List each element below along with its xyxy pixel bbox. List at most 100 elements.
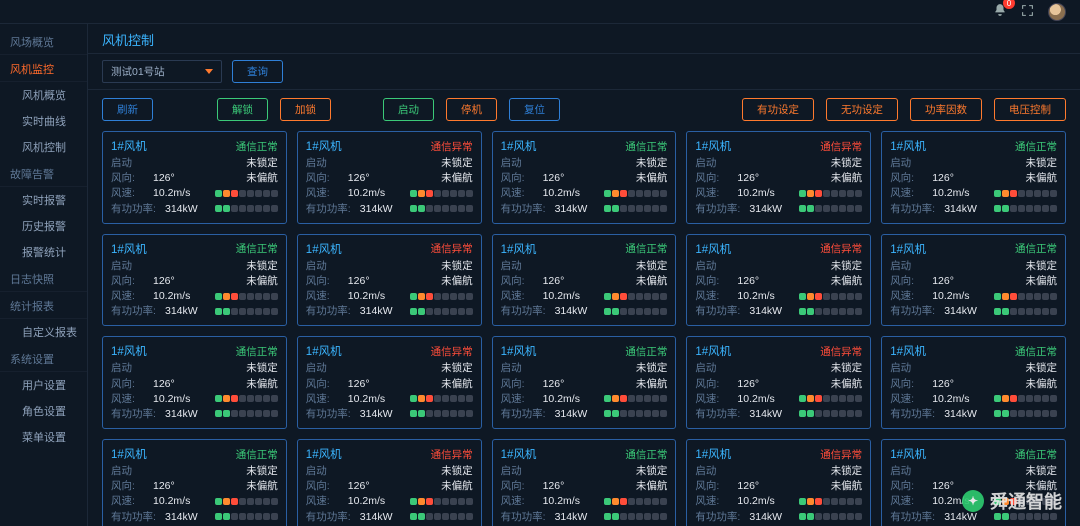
lock-state: 未锁定: [831, 259, 863, 273]
reactive-set-button[interactable]: 无功设定: [826, 98, 898, 121]
sidebar-item[interactable]: 角色设置: [0, 398, 87, 424]
yaw-state: 未偏航: [636, 479, 668, 493]
wind-dir: 126°: [348, 171, 370, 185]
sidebar-item[interactable]: 报警统计: [0, 239, 87, 265]
comm-status: 通信异常: [431, 241, 473, 256]
turbine-card[interactable]: 1#风机通信正常启动未锁定风向:126°未偏航风速:10.2m/s有功功率:31…: [102, 234, 287, 327]
unlock-button[interactable]: 解锁: [217, 98, 268, 121]
turbine-card[interactable]: 1#风机通信正常启动未锁定风向:126°未偏航风速:10.2m/s有功功率:31…: [102, 336, 287, 429]
active-power: 314kW: [360, 304, 393, 318]
sidebar-group[interactable]: 故障告警: [0, 160, 87, 187]
active-set-button[interactable]: 有功设定: [742, 98, 814, 121]
turbine-card[interactable]: 1#风机通信正常启动未锁定风向:126°未偏航风速:10.2m/s有功功率:31…: [492, 336, 677, 429]
reset-button[interactable]: 复位: [509, 98, 560, 121]
active-power: 314kW: [165, 304, 198, 318]
lock-state: 未锁定: [246, 464, 278, 478]
turbine-card[interactable]: 1#风机通信异常启动未锁定风向:126°未偏航风速:10.2m/s有功功率:31…: [686, 336, 871, 429]
active-power: 314kW: [165, 202, 198, 216]
refresh-button[interactable]: 刷新: [102, 98, 153, 121]
station-select[interactable]: 测试01号站: [102, 60, 222, 83]
wind-dir: 126°: [737, 479, 759, 493]
sidebar-group[interactable]: 风场概览: [0, 28, 87, 55]
lock-button[interactable]: 加锁: [280, 98, 331, 121]
signal-bars: [994, 395, 1057, 402]
turbine-card[interactable]: 1#风机通信正常启动未锁定风向:126°未偏航风速:10.2m/s有功功率:31…: [492, 439, 677, 526]
turbine-card[interactable]: 1#风机通信异常启动未锁定风向:126°未偏航风速:10.2m/s有功功率:31…: [297, 131, 482, 224]
card-title: 1#风机: [501, 343, 537, 359]
sidebar-item[interactable]: 用户设置: [0, 372, 87, 398]
wind-speed: 10.2m/s: [737, 494, 774, 508]
turbine-card[interactable]: 1#风机通信异常启动未锁定风向:126°未偏航风速:10.2m/s有功功率:31…: [686, 234, 871, 327]
pf-button[interactable]: 功率因数: [910, 98, 982, 121]
sidebar-group[interactable]: 日志快照: [0, 265, 87, 292]
turbine-card[interactable]: 1#风机通信异常启动未锁定风向:126°未偏航风速:10.2m/s有功功率:31…: [297, 234, 482, 327]
turbine-card[interactable]: 1#风机通信异常启动未锁定风向:126°未偏航风速:10.2m/s有功功率:31…: [686, 131, 871, 224]
turbine-grid: 1#风机通信正常启动未锁定风向:126°未偏航风速:10.2m/s有功功率:31…: [102, 131, 1066, 526]
chevron-down-icon: [205, 69, 213, 74]
sidebar-item[interactable]: 历史报警: [0, 213, 87, 239]
active-power: 314kW: [360, 202, 393, 216]
sidebar-group[interactable]: 风机监控: [0, 55, 87, 82]
sidebar-item[interactable]: 自定义报表: [0, 319, 87, 345]
wind-dir: 126°: [932, 479, 954, 493]
signal-bars: [604, 513, 667, 520]
fullscreen-icon[interactable]: [1021, 4, 1034, 20]
turbine-card[interactable]: 1#风机通信正常启动未锁定风向:126°未偏航风速:10.2m/s有功功率:31…: [102, 131, 287, 224]
page-title: 风机控制: [88, 24, 1080, 54]
lock-state: 未锁定: [1026, 259, 1058, 273]
voltage-button[interactable]: 电压控制: [994, 98, 1066, 121]
turbine-card[interactable]: 1#风机通信正常启动未锁定风向:126°未偏航风速:10.2m/s有功功率:31…: [881, 131, 1066, 224]
signal-bars: [215, 395, 278, 402]
watermark: ✦ 舜通智能: [962, 488, 1062, 514]
wind-speed: 10.2m/s: [348, 392, 385, 406]
wind-speed: 10.2m/s: [543, 186, 580, 200]
wind-speed: 10.2m/s: [737, 392, 774, 406]
signal-bars: [994, 190, 1057, 197]
sidebar-item[interactable]: 菜单设置: [0, 424, 87, 450]
wind-dir: 126°: [737, 274, 759, 288]
yaw-state: 未偏航: [246, 479, 278, 493]
sidebar-item[interactable]: 实时报警: [0, 187, 87, 213]
signal-bars: [994, 410, 1057, 417]
active-power: 314kW: [944, 407, 977, 421]
card-title: 1#风机: [111, 138, 147, 154]
turbine-card[interactable]: 1#风机通信正常启动未锁定风向:126°未偏航风速:10.2m/s有功功率:31…: [492, 131, 677, 224]
card-title: 1#风机: [890, 446, 926, 462]
comm-status: 通信异常: [820, 139, 862, 154]
comm-status: 通信正常: [625, 344, 667, 359]
turbine-card[interactable]: 1#风机通信正常启动未锁定风向:126°未偏航风速:10.2m/s有功功率:31…: [102, 439, 287, 526]
turbine-card[interactable]: 1#风机通信正常启动未锁定风向:126°未偏航风速:10.2m/s有功功率:31…: [881, 234, 1066, 327]
lock-state: 未锁定: [831, 464, 863, 478]
turbine-card[interactable]: 1#风机通信异常启动未锁定风向:126°未偏航风速:10.2m/s有功功率:31…: [297, 439, 482, 526]
active-power: 314kW: [555, 202, 588, 216]
sidebar-group[interactable]: 系统设置: [0, 345, 87, 372]
sidebar-item[interactable]: 实时曲线: [0, 108, 87, 134]
signal-bars: [604, 308, 667, 315]
yaw-state: 未偏航: [831, 171, 863, 185]
turbine-card[interactable]: 1#风机通信正常启动未锁定风向:126°未偏航风速:10.2m/s有功功率:31…: [881, 336, 1066, 429]
turbine-card[interactable]: 1#风机通信异常启动未锁定风向:126°未偏航风速:10.2m/s有功功率:31…: [297, 336, 482, 429]
card-title: 1#风机: [890, 241, 926, 257]
lock-state: 未锁定: [441, 361, 473, 375]
card-title: 1#风机: [111, 241, 147, 257]
sidebar-item[interactable]: 风机控制: [0, 134, 87, 160]
wind-dir: 126°: [153, 274, 175, 288]
turbine-card[interactable]: 1#风机通信正常启动未锁定风向:126°未偏航风速:10.2m/s有功功率:31…: [492, 234, 677, 327]
lock-state: 未锁定: [246, 156, 278, 170]
station-select-value: 测试01号站: [111, 64, 165, 79]
stop-button[interactable]: 停机: [446, 98, 497, 121]
turbine-card[interactable]: 1#风机通信异常启动未锁定风向:126°未偏航风速:10.2m/s有功功率:31…: [686, 439, 871, 526]
start-button[interactable]: 启动: [383, 98, 434, 121]
wind-dir: 126°: [348, 479, 370, 493]
active-power: 314kW: [165, 510, 198, 524]
signal-bars: [799, 205, 862, 212]
sidebar-item[interactable]: 风机概览: [0, 82, 87, 108]
card-title: 1#风机: [695, 446, 731, 462]
query-button[interactable]: 查询: [232, 60, 283, 83]
avatar[interactable]: [1048, 3, 1066, 21]
card-title: 1#风机: [890, 138, 926, 154]
notification-bell-icon[interactable]: 0: [993, 3, 1007, 20]
signal-bars: [994, 205, 1057, 212]
sidebar-group[interactable]: 统计报表: [0, 292, 87, 319]
signal-bars: [410, 513, 473, 520]
